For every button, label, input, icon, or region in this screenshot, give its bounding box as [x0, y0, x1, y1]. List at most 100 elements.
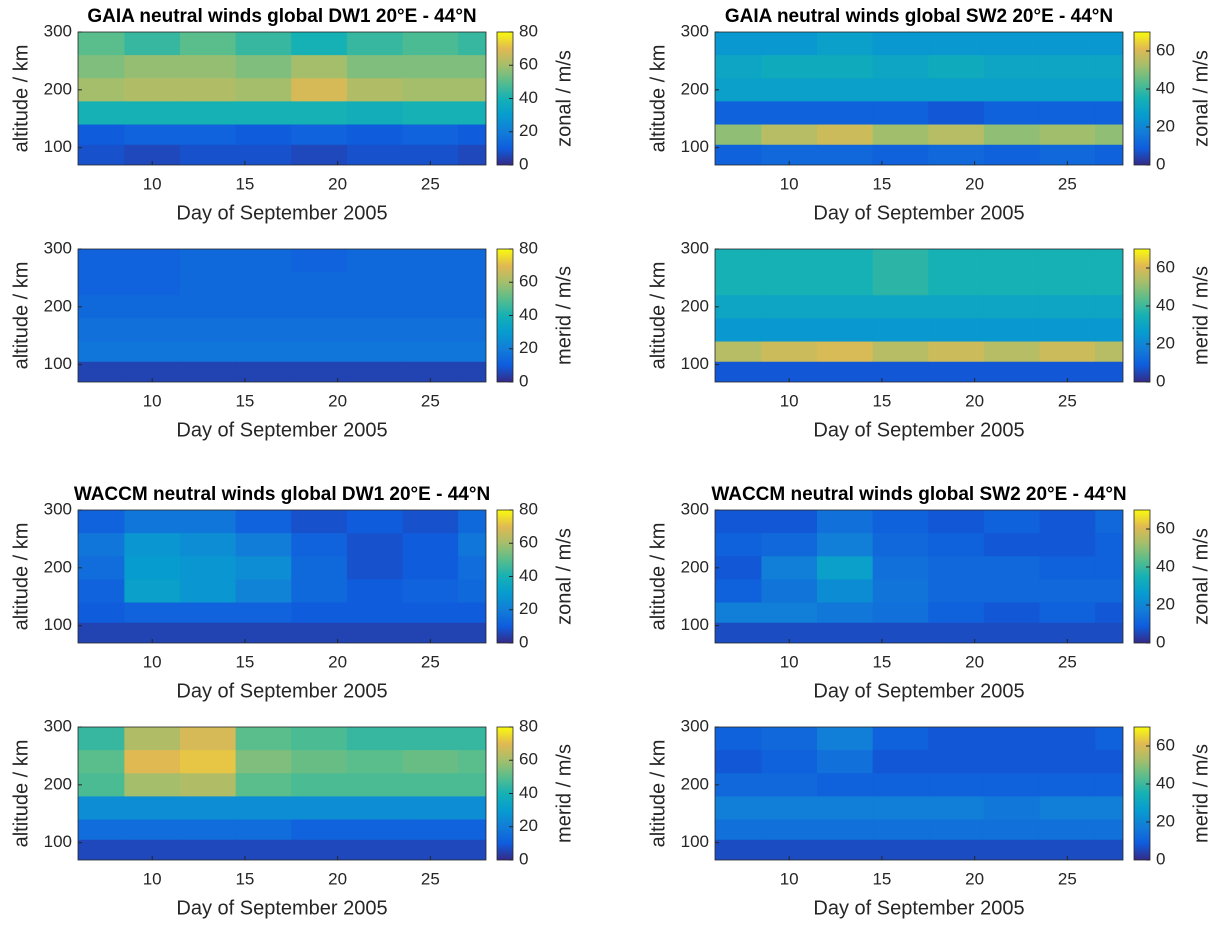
heatmap-cell [761, 249, 818, 273]
heatmap-cell [715, 579, 762, 604]
heatmap-cell [346, 819, 404, 841]
heatmap-cell [983, 295, 1041, 319]
x-tick-label: 25 [1058, 391, 1077, 410]
heatmap-cell [928, 602, 985, 624]
y-tick-label: 200 [681, 296, 709, 315]
heatmap-cell [235, 101, 292, 126]
heatmap-cell [78, 341, 125, 363]
heatmap-cell [715, 556, 762, 580]
y-tick-label: 200 [44, 774, 72, 793]
heatmap-cell [235, 533, 292, 557]
heatmap-cell [928, 579, 985, 604]
heatmap-cell [928, 124, 985, 146]
heatmap-cell [235, 295, 292, 319]
y-tick-label: 100 [681, 832, 709, 851]
heatmap-cell [1039, 510, 1096, 534]
heatmap-cell [1039, 55, 1096, 79]
heatmap-cell [124, 579, 181, 604]
heatmap-cell [180, 318, 237, 343]
heatmap-cell [1039, 819, 1096, 841]
x-tick-label: 10 [143, 391, 162, 410]
heatmap-cell [346, 727, 404, 751]
x-tick-label: 15 [872, 652, 891, 671]
heatmap-cell [458, 622, 486, 643]
heatmap-cell [402, 839, 459, 860]
heatmap-cell [291, 750, 348, 774]
heatmap-cell [124, 249, 181, 273]
colorbar-tick-label: 60 [1156, 40, 1175, 59]
heatmap-cells [715, 727, 1123, 860]
heatmap-cell [1039, 318, 1096, 343]
y-tick-label: 100 [44, 137, 72, 156]
x-tick-label: 10 [143, 174, 162, 193]
x-tick-label: 20 [965, 174, 984, 193]
heatmap-cell [235, 622, 292, 643]
heatmap-cell [928, 144, 985, 165]
heatmap-cell [817, 341, 874, 363]
heatmap-cells [78, 727, 486, 860]
heatmap-cell [983, 249, 1041, 273]
heatmap-cell [1095, 622, 1123, 643]
axes-box [714, 726, 1124, 861]
heatmap-cell [180, 272, 237, 296]
heatmap-cell [928, 819, 985, 841]
heatmap-cell [291, 839, 348, 860]
heatmap-cell [928, 78, 985, 102]
heatmap-cell [817, 361, 874, 382]
heatmap-cell [291, 727, 348, 751]
axes-box [77, 248, 487, 383]
heatmap-cell [1095, 510, 1123, 534]
heatmap-cell [346, 101, 404, 126]
heatmap-cells [715, 510, 1123, 643]
colorbar-tick-label: 20 [519, 599, 538, 618]
x-tick-label: 25 [421, 869, 440, 888]
colorbar-tick-label: 60 [1156, 735, 1175, 754]
x-axis-label: Day of September 2005 [813, 680, 1024, 702]
heatmap-cell [928, 622, 985, 643]
x-axis-label: Day of September 2005 [176, 680, 387, 702]
heatmap-cell [761, 272, 818, 296]
heatmap-cell [402, 144, 459, 165]
y-tick-label: 300 [44, 21, 72, 40]
colorbar [1133, 248, 1151, 383]
heatmap-cell [346, 533, 404, 557]
heatmap-cell [928, 272, 985, 296]
heatmap-cell [235, 579, 292, 604]
heatmap-cell [78, 819, 125, 841]
heatmap-cell [291, 556, 348, 580]
heatmap-cell [180, 533, 237, 557]
heatmap-cell [458, 819, 486, 841]
heatmap-cell [78, 78, 125, 102]
heatmap-cell [235, 318, 292, 343]
heatmap-cell [1039, 124, 1096, 146]
heatmap-cell [872, 533, 929, 557]
heatmap-cell [124, 78, 181, 102]
y-axis-label: altitude / km [10, 523, 32, 631]
heatmap-cell [291, 773, 348, 797]
heatmap-cell [180, 602, 237, 624]
heatmap-cell [458, 124, 486, 146]
colorbar-tick-label: 20 [519, 816, 538, 835]
colorbar-tick-label: 80 [519, 716, 538, 735]
heatmap-cell [78, 361, 125, 382]
heatmap-cell [346, 249, 404, 273]
heatmap-cell [402, 295, 459, 319]
heatmap-cell [78, 602, 125, 624]
heatmap-cell [817, 773, 874, 797]
heatmap-cell [458, 32, 486, 56]
heatmap-cell [78, 750, 125, 774]
x-tick-label: 20 [328, 174, 347, 193]
heatmap-cell [124, 272, 181, 296]
heatmap-cell [78, 556, 125, 580]
heatmap-cell [458, 579, 486, 604]
x-tick-label: 20 [328, 391, 347, 410]
heatmap-cell [124, 32, 181, 56]
heatmap-cell [346, 78, 404, 102]
y-tick-label: 100 [44, 832, 72, 851]
heatmap-cell [761, 341, 818, 363]
y-tick-label: 300 [681, 499, 709, 518]
heatmap-cell [1039, 727, 1096, 751]
heatmap-cell [715, 622, 762, 643]
heatmap-cell [928, 341, 985, 363]
x-tick-label: 25 [421, 174, 440, 193]
